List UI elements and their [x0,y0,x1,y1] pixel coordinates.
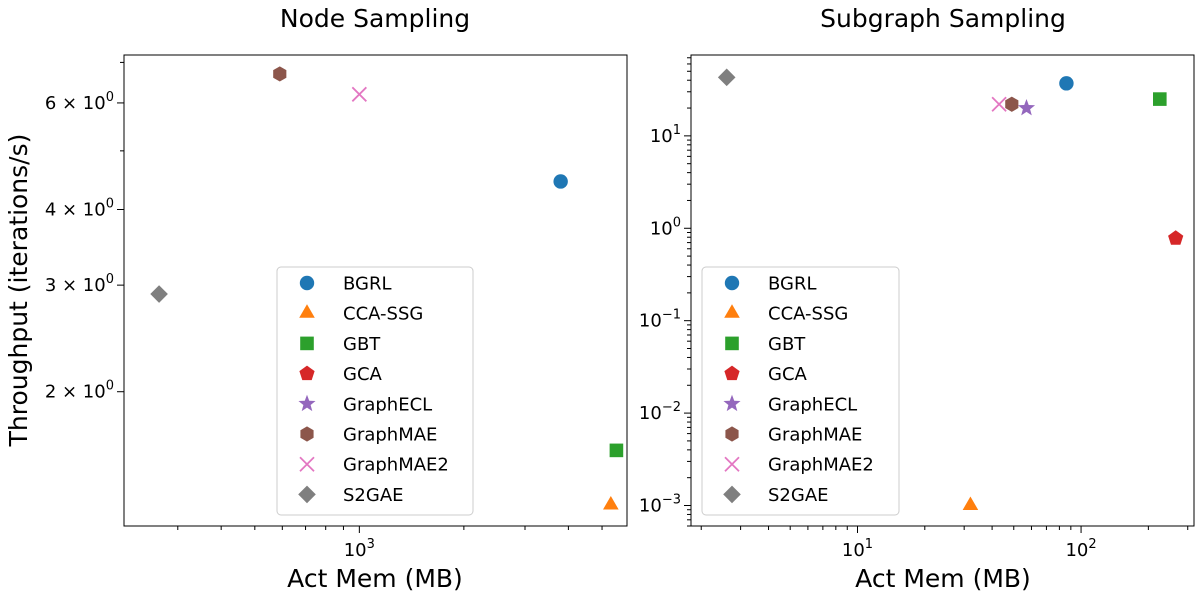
y-tick-label: 100 [650,215,681,239]
point-graphecl [1017,99,1036,116]
y-tick-label: 3 × 100 [45,272,114,296]
panel-subgraph-sampling: Subgraph Sampling 101 102 10−3 10−2 10−1 100 1… [639,4,1195,593]
plot-frame [123,54,628,527]
legend-marker-s2gae [723,485,741,504]
legend-marker-gca [299,365,315,381]
point-graphmae [1005,96,1019,112]
legend-marker-graphmae2 [299,456,315,472]
y-tick-label: 101 [650,123,681,147]
legend-marker-graphecl [298,394,316,412]
point-bgrl [553,174,568,189]
legend: BGRL CCA-SSG GBT GCA GraphECL GraphMAE GraphMA… [276,266,474,516]
legend-label-gbt: GBT [768,334,806,355]
legend-label-graphmae2: GraphMAE2 [343,455,449,476]
x-tick-label: 101 [842,537,873,561]
legend-label-gca: GCA [343,364,383,385]
legend-label-gca: GCA [768,364,808,385]
legend-label-bgrl: BGRL [768,274,817,295]
legend-marker-gca [724,365,740,381]
point-cca-ssg [962,496,979,510]
legend-marker-cca-ssg [724,304,740,318]
point-gbt [1153,92,1167,106]
legend-marker-graphmae2 [724,456,740,472]
point-gca [1168,230,1184,245]
legend-marker-gbt [725,336,739,351]
legend-marker-graphecl [723,394,741,412]
panel-title: Node Sampling [280,4,470,33]
panel-node-sampling: Node Sampling 103 2 × 100 3 × 100 4 × 100 6 … [45,4,628,593]
point-graphmae2 [991,96,1007,112]
legend-marker-bgrl [299,275,315,291]
legend-marker-s2gae [298,485,316,504]
y-tick-label: 6 × 100 [45,90,114,114]
legend-label-gbt: GBT [343,334,381,355]
legend-label-bgrl: BGRL [343,274,392,295]
point-gbt [609,443,624,458]
panel-title: Subgraph Sampling [820,4,1066,33]
point-s2gae [150,285,168,303]
legend-label-graphmae2: GraphMAE2 [768,455,874,476]
point-cca-ssg [603,495,619,510]
y-tick-label: 4 × 100 [45,197,114,221]
x-tick-label: 103 [344,537,375,561]
legend-marker-graphmae [725,426,739,442]
y-tick-label: 2 × 100 [45,379,114,403]
legend-label-cca-ssg: CCA-SSG [768,304,848,325]
plot-frame [690,54,1195,527]
y-tick-label: 10−3 [639,492,681,516]
x-tick-label: 102 [1065,537,1096,561]
legend-marker-graphmae [300,426,314,442]
point-graphmae [273,66,287,82]
point-graphmae2 [351,86,367,102]
legend: BGRL CCA-SSG GBT GCA GraphECL GraphMAE GraphMA… [701,266,900,516]
x-axis-label: Act Mem (MB) [287,564,463,593]
y-axis-label: Throughput (iterations/s) [4,134,33,448]
legend-label-graphecl: GraphECL [768,394,857,415]
y-tick-label: 10−2 [639,400,681,424]
legend-marker-bgrl [724,275,740,291]
legend-label-graphecl: GraphECL [343,394,432,415]
legend-label-s2gae: S2GAE [343,485,404,506]
legend-label-graphmae: GraphMAE [768,425,862,446]
x-axis-label: Act Mem (MB) [855,564,1031,593]
y-tick-label: 10−1 [639,308,681,332]
point-bgrl [1059,76,1074,91]
legend-label-s2gae: S2GAE [768,485,829,506]
legend-marker-gbt [300,336,314,351]
legend-marker-cca-ssg [299,304,315,318]
legend-label-graphmae: GraphMAE [343,425,437,446]
point-s2gae [717,68,736,87]
legend-label-cca-ssg: CCA-SSG [343,304,423,325]
